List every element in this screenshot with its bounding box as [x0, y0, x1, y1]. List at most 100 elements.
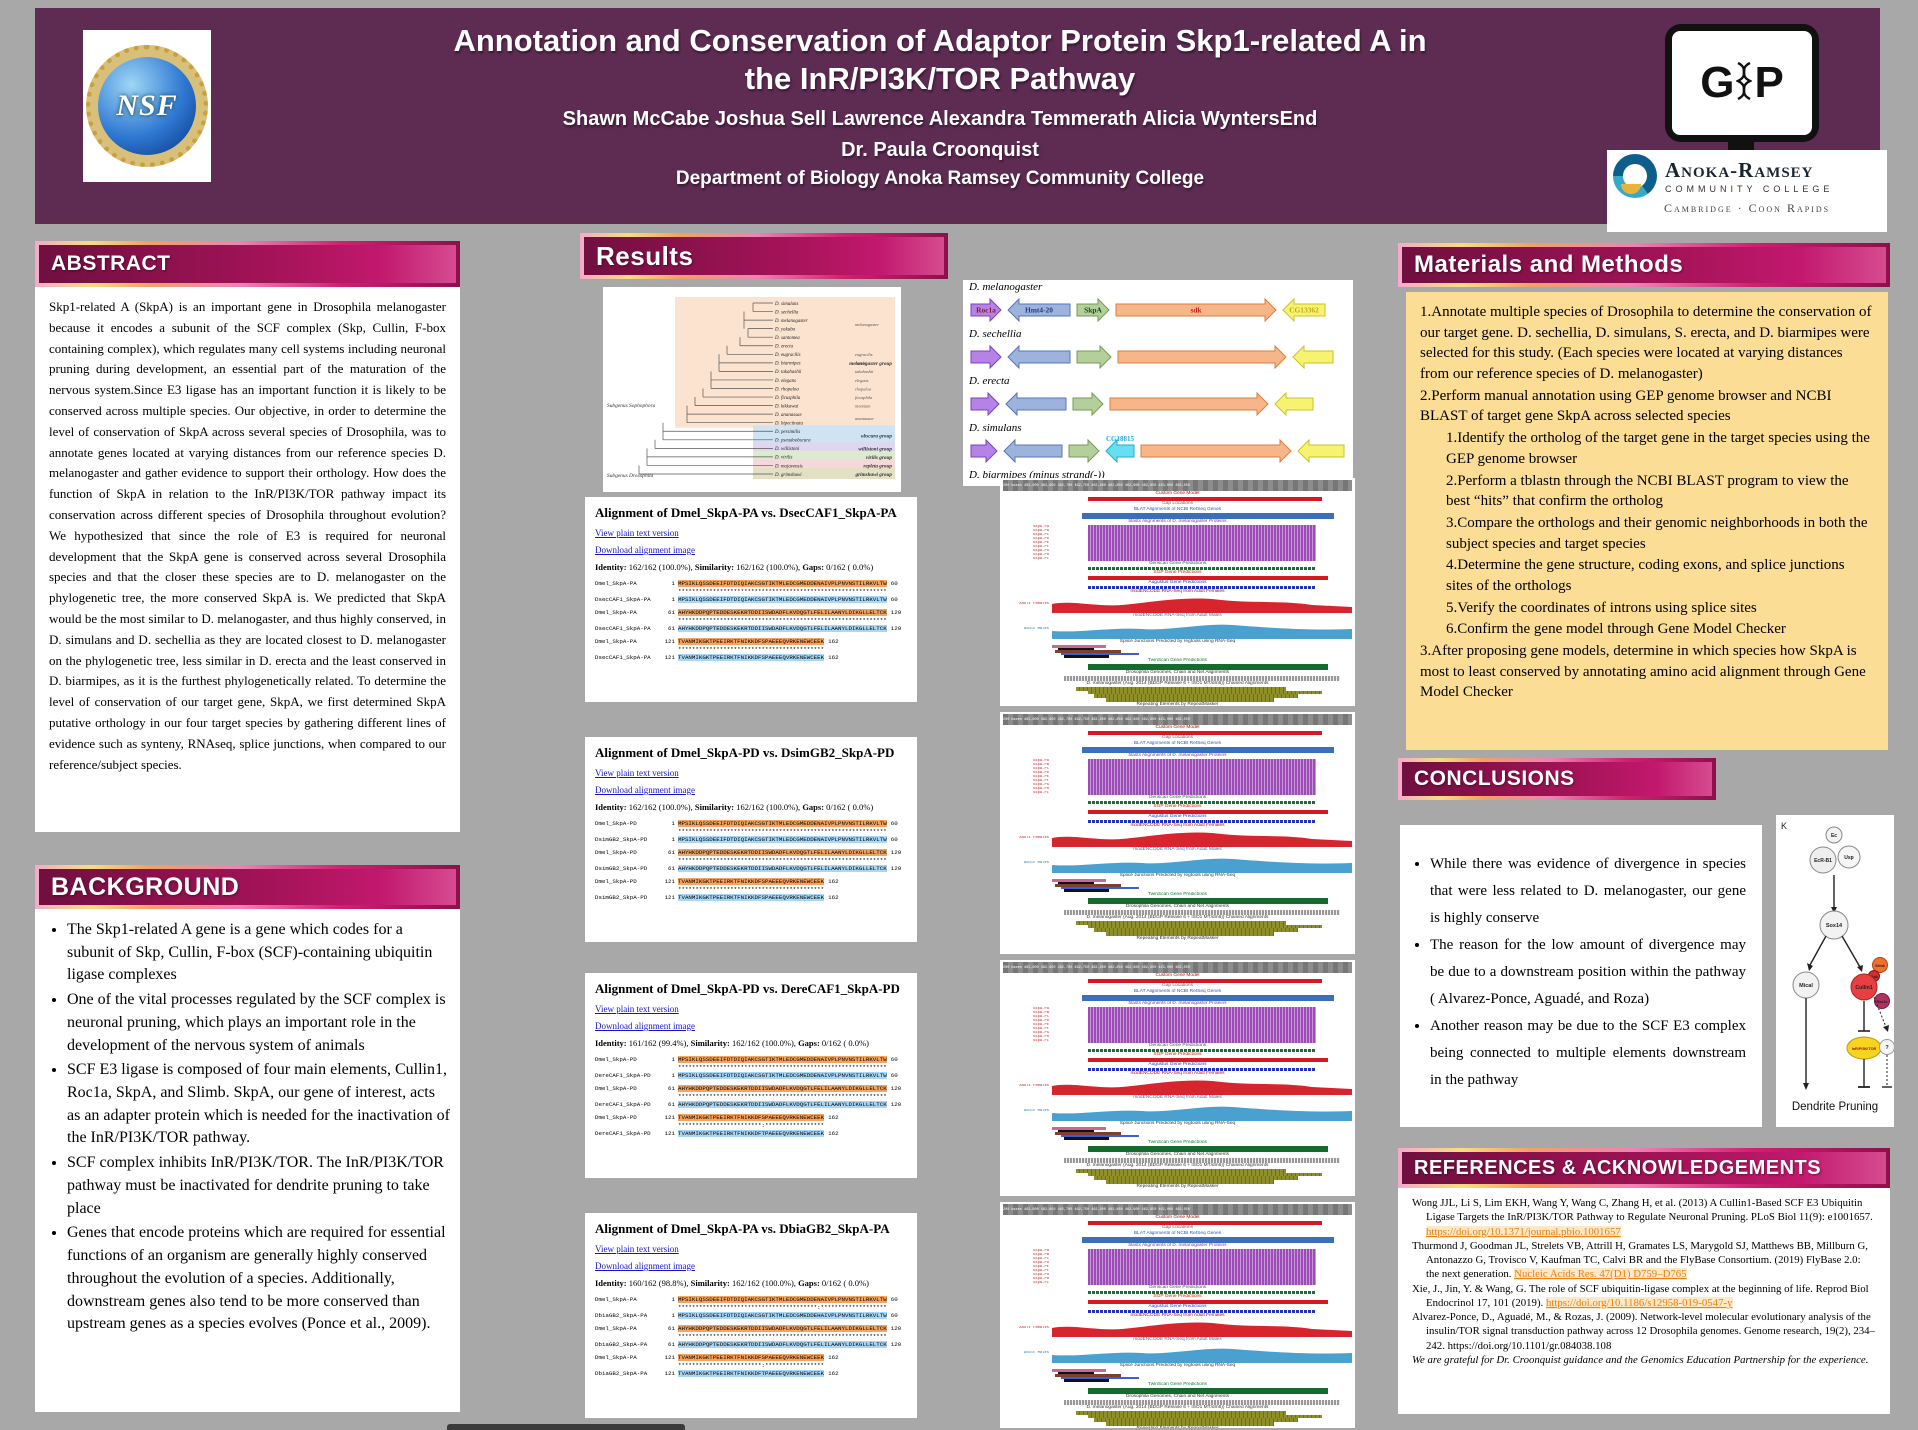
browser-track: Adult Males [1003, 619, 1352, 639]
sequence-start: 61 [668, 1340, 675, 1348]
methods-title: Materials and Methods [1402, 247, 1886, 283]
sequence-text: MPSIKLQSSDEEIFDTDIQIAKCSGTIKTMLEDCGMEDDE… [678, 595, 887, 603]
methods-item: 4.Determine the gene structure, coding e… [1446, 557, 1845, 594]
download-alignment-link[interactable]: Download alignment image [595, 1021, 695, 1031]
browser-track [1003, 517, 1352, 519]
browser-track-label: SkpA-PG [1033, 783, 1049, 787]
alignment-title: Alignment of Dmel_SkpA-PA vs. DbiaGB2_Sk… [595, 1221, 890, 1236]
browser-track: SkpA-PF [1003, 545, 1352, 549]
reference-link[interactable]: https://doi.org/10.1371/journal.pbio.100… [1426, 1225, 1621, 1238]
alignment-identity: Identity: 161/162 (99.4%), Similarity: 1… [595, 1038, 869, 1048]
alignment-row: DbiaGB2_SkpA-PA 121 TVANMIKGKTPEEIRKTFNIKK… [595, 1369, 907, 1377]
browser-track [1003, 1132, 1352, 1135]
browser-track [1003, 1145, 1352, 1149]
sequence-text: MPSIKLQSSDEEIFDTDIQIAKCSGTIKTMLEDCGMEDDE… [678, 1311, 887, 1319]
sequence-text: ****************************************… [678, 1303, 887, 1311]
sequence-start: 61 [668, 864, 675, 872]
reference-link[interactable]: https://doi.org/10.1186/s12958-019-0547-… [1545, 1296, 1733, 1309]
browser-track-caption: Drosophila Genomes, Chain and Net Alignm… [1125, 1151, 1230, 1157]
alignment-identity: Identity: 162/162 (100.0%), Similarity: … [595, 562, 874, 572]
browser-track [1003, 912, 1352, 916]
browser-track [1003, 1176, 1352, 1180]
browser-track-label: SkpA-PA [1033, 525, 1049, 529]
browser-track [1003, 1390, 1352, 1394]
anoka-ramsey-logo: Anoka-Ramsey COMMUNITY COLLEGE Cambridge… [1607, 150, 1887, 232]
browser-ruler: 200 bases 462,600 462,650 462,700 462,75… [1003, 480, 1352, 491]
gep-letter-p: P [1754, 58, 1784, 107]
browser-track-caption: SGP Gene Predictions [1153, 1294, 1202, 1299]
svg-text:Ec: Ec [1831, 833, 1837, 839]
browser-track [1003, 884, 1352, 887]
sequence-text: ****************************************… [678, 616, 887, 624]
synteny-figure: D. melanogaster Roc1a Hmt4-20 SkpA sdk CG1336… [963, 280, 1353, 486]
browser-track [1003, 886, 1352, 890]
sequence-start: 1 [671, 579, 675, 587]
browser-track-caption: modENCODE RNA-Seq from Adult Females [1130, 823, 1225, 828]
alignment-row: DsecCAF1_SkpA-PA 121 TVANMIKGKTPEEIRKTFNIK… [595, 653, 907, 661]
sequence-end: 60 [890, 579, 898, 587]
alignment-row: ************************:***************… [595, 1361, 907, 1369]
browser-track-caption: Splice Junctions Predicted by regtools u… [1119, 1121, 1236, 1126]
browser-ruler: 200 bases 462,600 462,650 462,700 462,75… [1003, 714, 1352, 725]
download-alignment-link[interactable]: Download alignment image [595, 1261, 695, 1271]
browser-track-label: SkpA-PF [1033, 1269, 1049, 1273]
sequence-end: 60 [890, 835, 898, 843]
browser-track: SkpA-PF [1003, 1027, 1352, 1031]
browser-track [1003, 801, 1352, 804]
sequence-start: 121 [664, 1353, 675, 1361]
reference-link[interactable]: Nucleic Acids Res. 47(D1) D759–D765 [1514, 1268, 1687, 1281]
browser-track: Adult Males [1003, 853, 1352, 873]
browser-track [1003, 881, 1352, 885]
browser-track [1003, 515, 1352, 517]
sequence-text: MPSIKLQSSDEEIFDTDIQIAKCSGTIKTMLEDCGMEDDE… [678, 835, 887, 843]
sequence-name: Dmel_SkpA-PD [595, 877, 637, 885]
browser-track: SkpA-PH [1003, 1277, 1352, 1281]
sequence-text: AHYHKDDPQPTEDDESKEKRTDDIISWDADFLKVDQGTLF… [678, 848, 887, 856]
browser-track: Adult Females [1003, 595, 1352, 613]
alignment-row: Dmel_SkpA-PA 61 AHYHKDDPQPTEDDESKEKRTDDIIS… [595, 608, 907, 616]
download-alignment-link[interactable]: Download alignment image [595, 545, 695, 555]
browser-track [1003, 1239, 1352, 1241]
sequence-start: 121 [664, 877, 675, 885]
browser-track [1003, 687, 1352, 691]
alignment-row: ****************************************… [595, 1332, 907, 1340]
view-plain-text-link[interactable]: View plain text version [595, 768, 679, 778]
browser-track: SkpA-PG [1003, 783, 1352, 787]
sequence-end: 60 [890, 595, 898, 603]
browser-track [1003, 1129, 1352, 1133]
svg-text:D. virilis: D. virilis [774, 456, 792, 461]
sequence-text: ************************:***************… [678, 1361, 825, 1369]
gep-letter-g: G [1700, 58, 1735, 107]
download-alignment-link[interactable]: Download alignment image [595, 785, 695, 795]
background-bullet: One of the vital processes regulated by … [67, 989, 450, 1057]
svg-text:Subgenus Drosophila: Subgenus Drosophila [607, 473, 654, 479]
alignment-row: ****************************************… [595, 587, 907, 595]
browser-track [1003, 1148, 1352, 1152]
browser-track [1003, 1068, 1352, 1071]
sequence-text: TVANMIKGKTPEEIRKTFNIKKDFTPAEEEQVRKENEWCE… [678, 1129, 825, 1137]
browser-track: SkpA-PG [1003, 1031, 1352, 1035]
browser-track [1003, 1237, 1352, 1239]
sequence-name: Dmel_SkpA-PD [595, 819, 637, 827]
browser-track-caption: blastx Alignments of D. melanogaster Pro… [1128, 1243, 1227, 1248]
browser-track [1003, 1172, 1352, 1177]
browser-track [1003, 749, 1352, 751]
sequence-text: TVANMIKGKTPEEIRKTFNIKKDFSPAEEEQVRKENEWCE… [678, 1353, 825, 1361]
svg-text:D. erecta: D. erecta [774, 345, 794, 350]
browser-track [1003, 1376, 1352, 1380]
references-body: Wong JJL, Li S, Lim EKH, Wang Y, Wang C,… [1398, 1188, 1890, 1414]
view-plain-text-link[interactable]: View plain text version [595, 528, 679, 538]
sequence-text: TVANMIKGKTPEEIRKTFNIKKDFTPAEEEQVRKENEWCE… [678, 1369, 825, 1377]
svg-text:Subgenus Sophophora: Subgenus Sophophora [607, 403, 656, 409]
view-plain-text-link[interactable]: View plain text version [595, 1244, 679, 1254]
sequence-end: 60 [890, 1055, 898, 1063]
view-plain-text-link[interactable]: View plain text version [595, 1004, 679, 1014]
browser-track: SkpA-PI [1003, 557, 1352, 561]
browser-track-label: Adult Males [1023, 627, 1049, 631]
alignment-row: DsecCAF1_SkpA-PA 61 AHYHKDDPQPTEDDESKEKRTD… [595, 624, 907, 632]
browser-track: SkpA-PB [1003, 763, 1352, 767]
sequence-name: DsecCAF1_SkpA-PA [595, 653, 651, 661]
browser-track-label: SkpA-PI [1033, 1281, 1049, 1285]
browser-track-label: SkpA-PF [1033, 779, 1049, 783]
browser-track-caption: SGP Gene Predictions [1153, 804, 1202, 809]
